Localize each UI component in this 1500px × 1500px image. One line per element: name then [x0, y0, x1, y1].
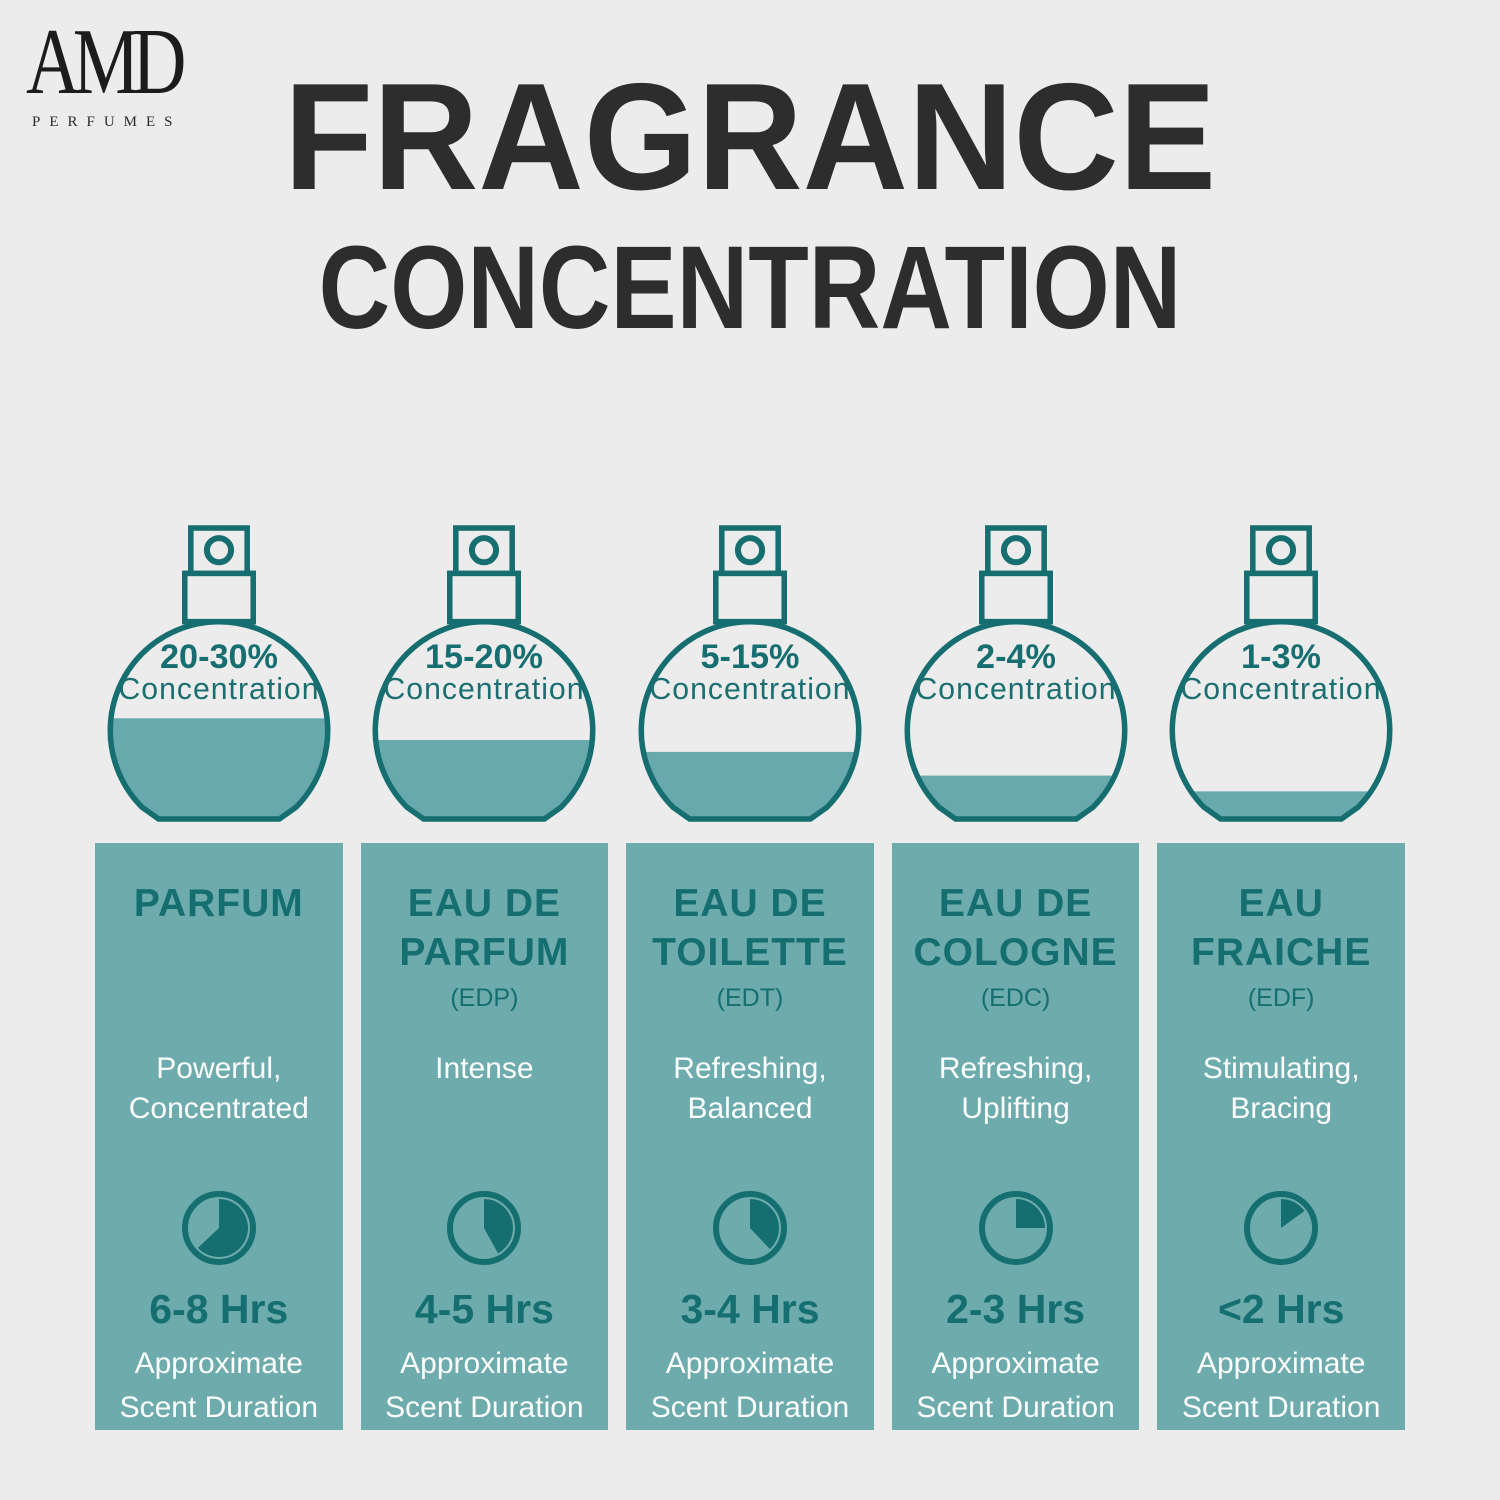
brand-logo: AMD PERFUMES	[26, 14, 217, 131]
fragrance-type-name: EAU DE PARFUM	[399, 882, 570, 974]
concentration-percent: 2-4%	[976, 638, 1056, 676]
column-eau-de-cologne: EAU DE COLOGNE (EDC) Refreshing, Uplifti…	[891, 843, 1140, 1430]
column-header: EAU DE COLOGNE (EDC)	[914, 843, 1118, 1025]
spray-cap-base	[712, 570, 787, 625]
scent-duration-value: <2 Hrs	[1217, 1286, 1345, 1332]
clock-icon-wrap	[1241, 1176, 1321, 1280]
spray-cap-top	[1250, 525, 1313, 577]
scent-duration-note: Approximate Scent Duration	[119, 1347, 319, 1424]
column-header: PARFUM	[134, 843, 304, 1025]
clock-icon	[181, 1191, 256, 1266]
fragrance-description: Stimulating, Bracing	[1202, 1052, 1360, 1126]
bottles-row: 20-30% Concentration 15-20% Concentratio…	[95, 524, 1405, 824]
spray-cap-top	[984, 525, 1047, 577]
column-eau-de-parfum: EAU DE PARFUM (EDP) Intense 4-5 Hrs Appr…	[360, 843, 609, 1430]
concentration-percent: 5-15%	[701, 638, 800, 676]
fragrance-type-name: EAU DE TOILETTE	[652, 882, 848, 974]
column-eau-fraiche: EAU FRAICHE (EDF) Stimulating, Bracing <…	[1157, 843, 1405, 1430]
fragrance-description: Refreshing, Uplifting	[938, 1052, 1093, 1126]
title-line-2: CONCENTRATION	[318, 222, 1182, 354]
spray-nozzle-icon	[1000, 535, 1031, 566]
perfume-bottle-icon-eau-de-toilette: 5-15% Concentration	[638, 525, 862, 822]
concentration-percent: 1-3%	[1241, 638, 1321, 676]
page-title: FRAGRANCE CONCENTRATION	[0, 52, 1500, 354]
spray-nozzle-icon	[203, 535, 234, 566]
spray-cap-base	[978, 570, 1053, 625]
spray-cap-base	[181, 570, 256, 625]
fragrance-type-name: EAU FRAICHE	[1191, 882, 1372, 974]
perfume-bottle-icon-eau-fraiche: 1-3% Concentration	[1169, 525, 1393, 822]
fragrance-description: Intense	[435, 1052, 534, 1086]
column-header: EAU FRAICHE (EDF)	[1191, 843, 1371, 1025]
scent-duration-note: Approximate Scent Duration	[385, 1347, 584, 1424]
fragrance-type-abbr: (EDF)	[1247, 984, 1315, 1012]
concentration-label: Concentration	[915, 673, 1116, 706]
spray-cap-top	[453, 525, 516, 577]
scent-duration-note: Approximate Scent Duration	[916, 1347, 1115, 1424]
spray-nozzle-icon	[469, 535, 500, 566]
column-eau-de-toilette: EAU DE TOILETTE (EDT) Refreshing, Balanc…	[626, 843, 874, 1430]
clock-icon-wrap	[710, 1176, 790, 1280]
perfume-bottle-icon-eau-de-parfum: 15-20% Concentration	[372, 525, 596, 822]
spray-nozzle-icon	[1266, 535, 1297, 566]
scent-duration-value: 3-4 Hrs	[680, 1286, 820, 1332]
logo-sub-text: PERFUMES	[32, 114, 182, 130]
scent-duration-note: Approximate Scent Duration	[650, 1347, 850, 1424]
spray-cap-base	[447, 570, 522, 625]
concentration-label: Concentration	[1181, 673, 1382, 706]
spray-cap-base	[1244, 570, 1319, 625]
concentration-label: Concentration	[384, 673, 585, 706]
fragrance-type-abbr: (EDT)	[716, 984, 784, 1012]
fragrance-type-name: EAU DE COLOGNE	[913, 882, 1118, 974]
fragrance-description: Powerful, Concentrated	[128, 1052, 309, 1126]
scent-duration-note: Approximate Scent Duration	[1181, 1347, 1381, 1424]
liquid-fill	[906, 775, 1125, 819]
clock-icon	[712, 1191, 787, 1266]
scent-duration-value: 6-8 Hrs	[149, 1286, 289, 1332]
column-parfum: PARFUM Powerful, Concentrated 6-8 Hrs Ap…	[95, 843, 343, 1430]
clock-icon	[978, 1191, 1053, 1266]
clock-icon-wrap	[179, 1176, 259, 1280]
clock-icon	[1244, 1191, 1319, 1266]
clock-icon-wrap	[444, 1176, 524, 1280]
fragrance-columns: PARFUM Powerful, Concentrated 6-8 Hrs Ap…	[95, 843, 1405, 1430]
concentration-percent: 20-30%	[160, 638, 278, 676]
clock-icon	[447, 1191, 522, 1266]
spray-cap-top	[719, 525, 781, 577]
perfume-bottle-icon-eau-de-cologne: 2-4% Concentration	[904, 525, 1128, 822]
fragrance-description: Refreshing, Balanced	[673, 1052, 827, 1126]
fragrance-type-abbr: (EDC)	[980, 984, 1051, 1012]
fragrance-type-abbr: (EDP)	[450, 984, 519, 1012]
title-line-1: FRAGRANCE	[283, 52, 1217, 222]
concentration-label: Concentration	[649, 673, 850, 706]
concentration-label: Concentration	[118, 673, 319, 706]
concentration-percent: 15-20%	[425, 638, 543, 676]
fragrance-type-name: PARFUM	[133, 882, 304, 925]
logo-brand-text: AMD	[26, 10, 186, 114]
column-header: EAU DE TOILETTE (EDT)	[652, 843, 848, 1025]
spray-cap-top	[187, 525, 250, 577]
liquid-fill	[110, 718, 328, 819]
clock-icon-wrap	[976, 1176, 1056, 1280]
liquid-fill	[375, 740, 594, 819]
perfume-bottle-icon-parfum: 20-30% Concentration	[107, 525, 331, 822]
scent-duration-value: 4-5 Hrs	[414, 1286, 554, 1332]
spray-nozzle-icon	[734, 535, 766, 566]
scent-duration-value: 2-3 Hrs	[946, 1286, 1086, 1332]
column-header: EAU DE PARFUM (EDP)	[399, 843, 569, 1025]
